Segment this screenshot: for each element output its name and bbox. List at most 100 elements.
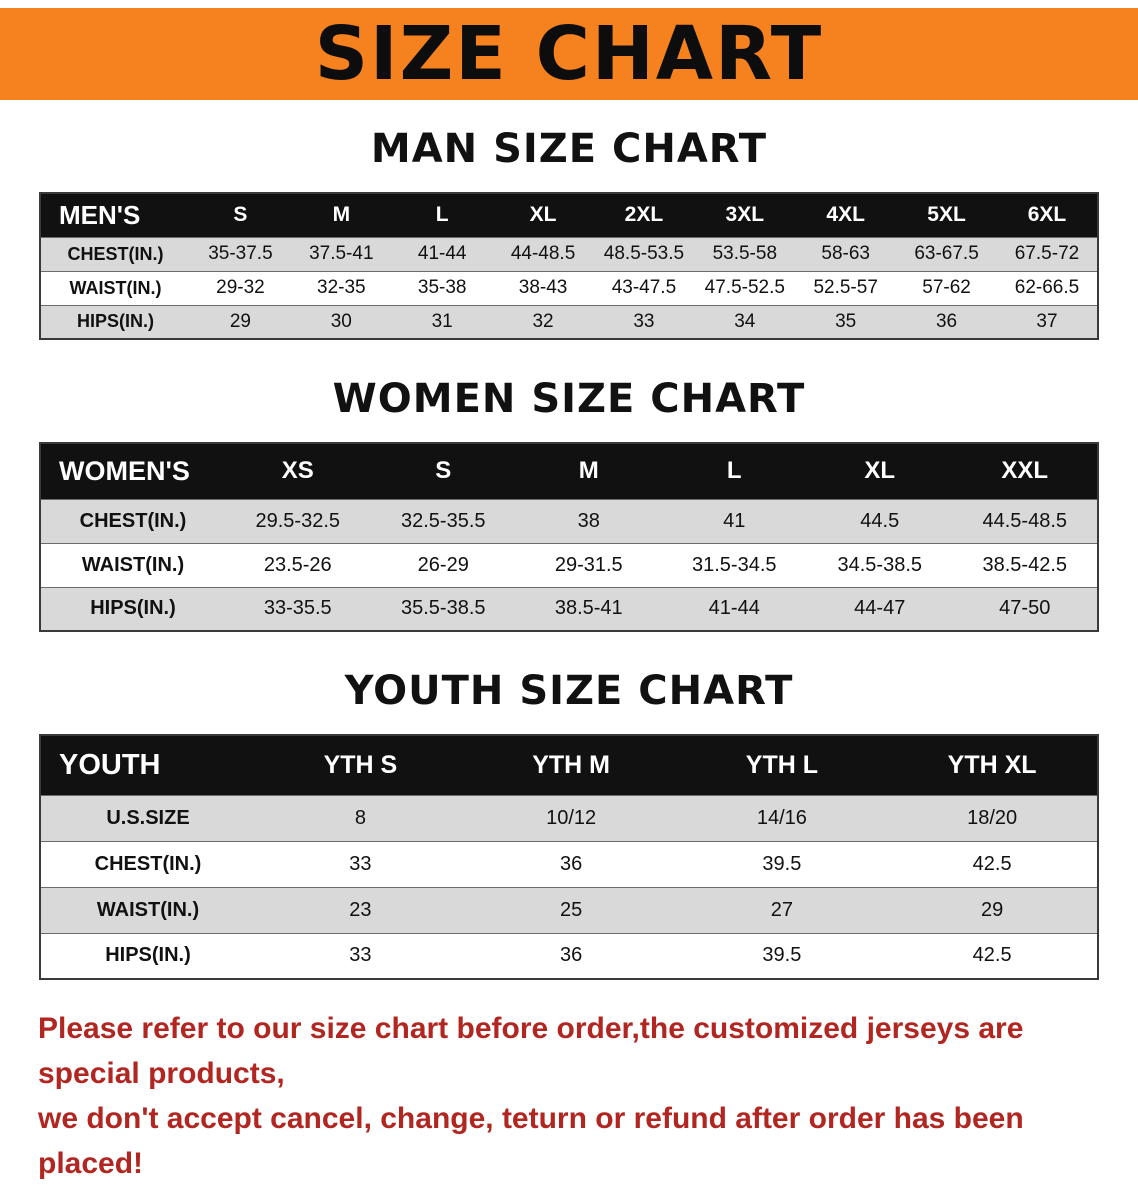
table-row: HIPS(IN.) 29 30 31 32 33 34 35 36 37 xyxy=(40,304,1098,339)
page-title: SIZE CHART xyxy=(314,11,824,97)
value-cell: 36 xyxy=(896,304,997,339)
table-row: CHEST(IN.) 33 36 39.5 42.5 xyxy=(40,840,1098,887)
value-cell: 8 xyxy=(255,794,466,841)
value-cell: 38 xyxy=(516,498,662,543)
table-header-row: WOMEN'S XS S M L XL XXL xyxy=(40,443,1098,499)
size-header-cell: 4XL xyxy=(795,193,897,237)
row-label-cell: HIPS(IN.) xyxy=(40,304,190,339)
value-cell: 44-47 xyxy=(807,586,953,631)
value-cell: 43-47.5 xyxy=(593,270,695,305)
size-header-cell: S xyxy=(190,193,291,237)
row-label-cell: WAIST(IN.) xyxy=(40,542,225,587)
table-title-cell: MEN'S xyxy=(40,193,190,237)
size-header-cell: M xyxy=(290,193,392,237)
value-cell: 41-44 xyxy=(661,586,807,631)
value-cell: 48.5-53.5 xyxy=(593,236,695,271)
size-chart-page: SIZE CHART MAN SIZE CHART MEN'S S M L XL 2XL 3X… xyxy=(0,8,1138,1186)
size-header-cell: 5XL xyxy=(896,193,997,237)
row-label-cell: WAIST(IN.) xyxy=(40,270,190,305)
size-header-cell: L xyxy=(391,193,493,237)
table-header-row: MEN'S S M L XL 2XL 3XL 4XL 5XL 6XL xyxy=(40,193,1098,237)
note-line-1: Please refer to our size chart before or… xyxy=(38,1012,1024,1090)
value-cell: 44-48.5 xyxy=(492,236,594,271)
size-header-cell: M xyxy=(516,443,662,499)
row-label-cell: WAIST(IN.) xyxy=(40,886,255,933)
youth-size-table: YOUTH YTH S YTH M YTH L YTH XL U.S.SIZE 8 10/12… xyxy=(39,734,1099,980)
size-header-cell: XL xyxy=(807,443,953,499)
value-cell: 18/20 xyxy=(887,794,1098,841)
value-cell: 33 xyxy=(255,840,466,887)
value-cell: 27 xyxy=(676,886,888,933)
size-header-cell: 6XL xyxy=(997,193,1098,237)
note-line-2: we don't accept cancel, change, teturn o… xyxy=(38,1102,1024,1180)
value-cell: 38-43 xyxy=(492,270,594,305)
womens-size-table: WOMEN'S XS S M L XL XXL CHEST(IN.) 29.5-32.5 32.5… xyxy=(39,442,1099,632)
mens-section-heading: MAN SIZE CHART xyxy=(370,126,768,172)
size-header-cell: L xyxy=(661,443,807,499)
row-label-cell: CHEST(IN.) xyxy=(40,236,190,271)
value-cell: 39.5 xyxy=(676,840,888,887)
sections: MAN SIZE CHART MEN'S S M L XL 2XL 3XL 4XL 5XL 6XL C… xyxy=(0,126,1138,980)
table-title-cell: YOUTH xyxy=(40,735,255,795)
value-cell: 67.5-72 xyxy=(997,236,1098,271)
value-cell: 36 xyxy=(465,932,677,979)
table-title-cell: WOMEN'S xyxy=(40,443,225,499)
row-label-cell: HIPS(IN.) xyxy=(40,586,225,631)
size-header-cell: 2XL xyxy=(593,193,695,237)
value-cell: 37.5-41 xyxy=(290,236,392,271)
size-header-cell: YTH L xyxy=(676,735,888,795)
value-cell: 32-35 xyxy=(290,270,392,305)
size-header-cell: YTH S xyxy=(255,735,466,795)
row-label-cell: U.S.SIZE xyxy=(40,794,255,841)
table-row: CHEST(IN.) 29.5-32.5 32.5-35.5 38 41 44.5 44.5… xyxy=(40,498,1098,543)
value-cell: 41 xyxy=(661,498,807,543)
womens-section-heading: WOMEN SIZE CHART xyxy=(332,376,806,422)
value-cell: 14/16 xyxy=(676,794,888,841)
value-cell: 29-32 xyxy=(190,270,291,305)
value-cell: 29 xyxy=(190,304,291,339)
value-cell: 31 xyxy=(391,304,493,339)
value-cell: 38.5-42.5 xyxy=(952,542,1098,587)
size-header-cell: 3XL xyxy=(694,193,796,237)
size-header-cell: YTH XL xyxy=(887,735,1098,795)
value-cell: 25 xyxy=(465,886,677,933)
value-cell: 63-67.5 xyxy=(896,236,997,271)
value-cell: 23.5-26 xyxy=(225,542,371,587)
value-cell: 10/12 xyxy=(465,794,677,841)
value-cell: 35-37.5 xyxy=(190,236,291,271)
banner: SIZE CHART xyxy=(0,8,1138,100)
table-header-row: YOUTH YTH S YTH M YTH L YTH XL xyxy=(40,735,1098,795)
size-header-cell: YTH M xyxy=(465,735,677,795)
value-cell: 42.5 xyxy=(887,840,1098,887)
value-cell: 47-50 xyxy=(952,586,1098,631)
youth-section-heading: YOUTH SIZE CHART xyxy=(344,668,794,714)
value-cell: 29.5-32.5 xyxy=(225,498,371,543)
row-label-cell: HIPS(IN.) xyxy=(40,932,255,979)
value-cell: 44.5 xyxy=(807,498,953,543)
value-cell: 33 xyxy=(255,932,466,979)
table-row: U.S.SIZE 8 10/12 14/16 18/20 xyxy=(40,794,1098,841)
table-row: CHEST(IN.) 35-37.5 37.5-41 41-44 44-48.5 48.5… xyxy=(40,236,1098,271)
value-cell: 47.5-52.5 xyxy=(694,270,796,305)
value-cell: 26-29 xyxy=(370,542,516,587)
table-row: WAIST(IN.) 23.5-26 26-29 29-31.5 31.5-34.5 34… xyxy=(40,542,1098,587)
value-cell: 37 xyxy=(997,304,1098,339)
value-cell: 38.5-41 xyxy=(516,586,662,631)
value-cell: 29 xyxy=(887,886,1098,933)
value-cell: 52.5-57 xyxy=(795,270,897,305)
row-label-cell: CHEST(IN.) xyxy=(40,840,255,887)
value-cell: 29-31.5 xyxy=(516,542,662,587)
value-cell: 23 xyxy=(255,886,466,933)
value-cell: 62-66.5 xyxy=(997,270,1098,305)
value-cell: 42.5 xyxy=(887,932,1098,979)
table-row: HIPS(IN.) 33-35.5 35.5-38.5 38.5-41 41-44 44-… xyxy=(40,586,1098,631)
value-cell: 34.5-38.5 xyxy=(807,542,953,587)
table-row: WAIST(IN.) 29-32 32-35 35-38 38-43 43-47.5 47.… xyxy=(40,270,1098,305)
value-cell: 44.5-48.5 xyxy=(952,498,1098,543)
value-cell: 33-35.5 xyxy=(225,586,371,631)
value-cell: 41-44 xyxy=(391,236,493,271)
table-row: WAIST(IN.) 23 25 27 29 xyxy=(40,886,1098,933)
footer-note: Please refer to our size chart before or… xyxy=(0,1006,1138,1186)
value-cell: 35 xyxy=(795,304,897,339)
value-cell: 34 xyxy=(694,304,796,339)
